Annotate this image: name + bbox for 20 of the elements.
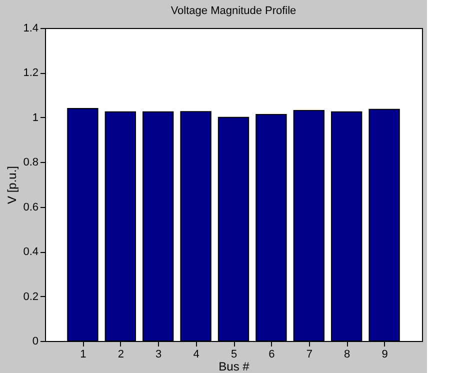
x-tick-label: 7 — [306, 348, 312, 360]
y-axis-title: V [p.u.] — [5, 166, 20, 204]
y-tick-label: 0.4 — [23, 246, 38, 258]
y-tick-label: 1 — [32, 112, 38, 124]
y-tick-label: 1.2 — [23, 67, 38, 80]
x-tick-label: 3 — [156, 348, 162, 360]
x-tick-label: 6 — [268, 348, 275, 360]
x-tick-label: 8 — [344, 348, 350, 360]
x-tick-label: 4 — [193, 348, 200, 360]
x-tick-label: 9 — [382, 348, 388, 360]
y-tick-label: 0.8 — [23, 156, 38, 169]
chart-title: Voltage Magnitude Profile — [170, 5, 296, 17]
y-tick-label: 0.2 — [23, 290, 38, 303]
x-tick-label: 5 — [230, 348, 238, 360]
y-tick-label: 1.4 — [23, 22, 38, 34]
x-tick-label: 1 — [80, 348, 86, 360]
x-tick-label: 2 — [118, 348, 124, 360]
x-axis-title: Bus # — [218, 360, 250, 373]
y-tick-label: 0 — [32, 336, 38, 348]
y-tick-label: 0.6 — [23, 201, 38, 214]
